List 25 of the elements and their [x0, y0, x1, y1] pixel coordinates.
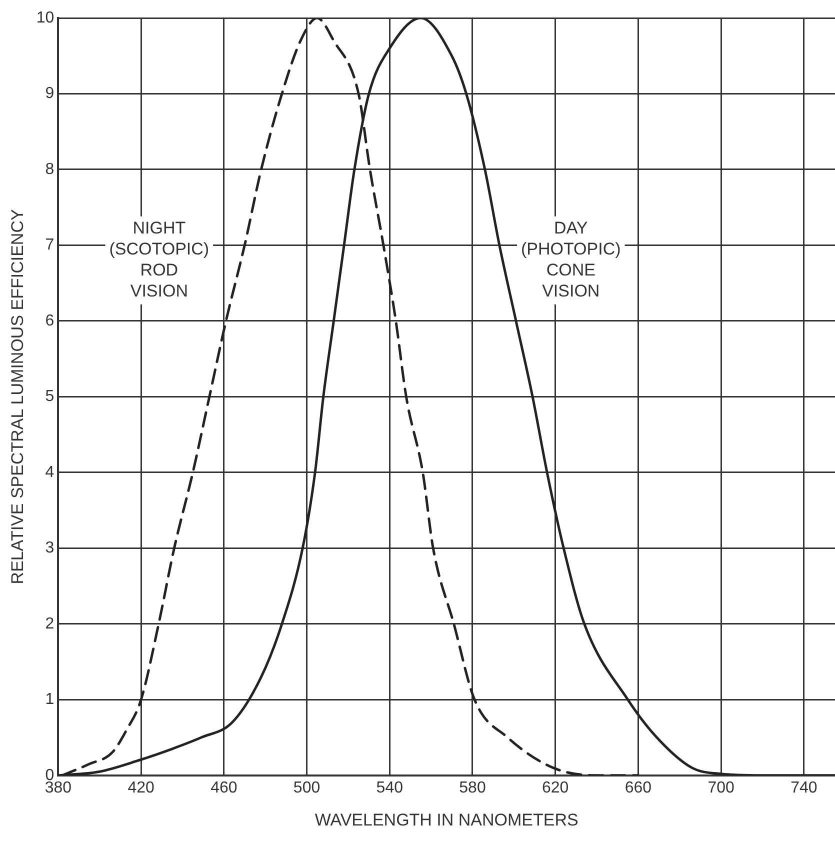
x-tick-label: 420 — [128, 779, 154, 796]
x-tick-label: 740 — [790, 779, 818, 796]
y-tick-label: 2 — [45, 615, 54, 632]
y-tick-label: 6 — [45, 312, 54, 330]
x-tick-label: 500 — [293, 779, 320, 796]
y-tick-label: 5 — [45, 388, 54, 406]
y-tick-label: 4 — [45, 464, 54, 481]
y-tick-label: 7 — [45, 236, 54, 254]
x-tick-label: 460 — [210, 779, 238, 796]
annotation: DAY (PHOTOPIC) CONE VISION — [520, 218, 621, 301]
y-tick-label: 10 — [36, 9, 54, 26]
x-tick-label: 620 — [542, 779, 569, 796]
y-tick-label: 9 — [45, 85, 54, 102]
x-tick-label: 380 — [44, 779, 72, 796]
y-tick-label: 3 — [45, 540, 54, 557]
y-tick-label: 8 — [45, 160, 54, 178]
x-axis-title: WAVELENGTH IN NANOMETERS — [314, 810, 578, 830]
x-tick-label: 660 — [624, 779, 652, 796]
annotation: NIGHT (SCOTOPIC) ROD VISION — [109, 218, 210, 301]
x-tick-label: 540 — [376, 779, 404, 796]
y-axis-title: RELATIVE SPECTRAL LUMINOUS EFFICIENCY — [8, 209, 27, 584]
x-tick-label: 700 — [708, 779, 735, 796]
y-tick-label: 1 — [45, 691, 54, 708]
line-series — [58, 18, 835, 776]
x-tick-label: 580 — [459, 779, 486, 796]
